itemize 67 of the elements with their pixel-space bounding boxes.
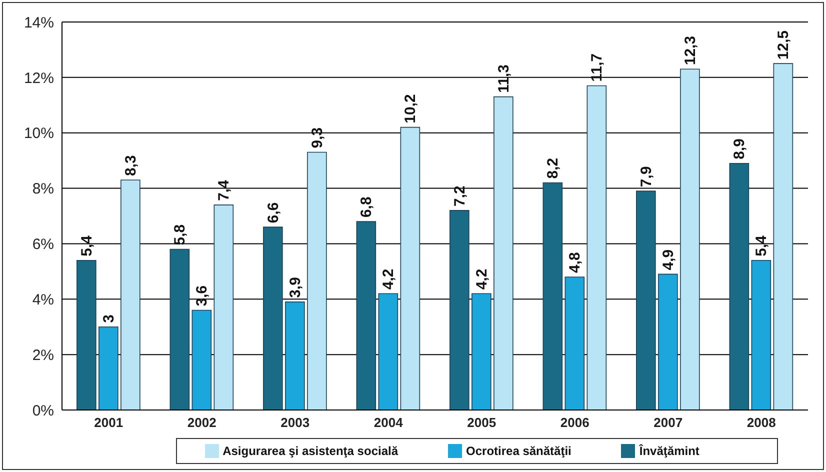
x-tick-label: 2002 [187, 415, 216, 430]
bar [773, 63, 794, 410]
data-label: 7,2 [451, 186, 468, 206]
data-label: 8,3 [122, 155, 140, 176]
data-label: 6,8 [358, 196, 376, 218]
bar [378, 293, 398, 410]
data-label: 12,3 [682, 36, 699, 66]
data-label: 4,2 [380, 268, 398, 290]
data-label: 4,8 [566, 252, 584, 273]
data-label: 9,3 [308, 127, 326, 148]
legend-label: Învăţămint [639, 444, 700, 458]
bar [76, 260, 96, 410]
x-tick-label: 2004 [374, 415, 404, 430]
data-label: 5,4 [78, 234, 96, 256]
data-label: 8,2 [544, 158, 562, 179]
x-tick-label: 2006 [560, 415, 590, 430]
data-label: 5,8 [172, 224, 189, 246]
bar [356, 221, 376, 410]
data-label: 3,9 [286, 277, 304, 298]
x-tick-label: 2001 [94, 415, 124, 430]
data-label: 3 [100, 314, 118, 323]
data-label: 5,4 [753, 234, 770, 256]
bar [192, 310, 212, 410]
data-label: 11,3 [495, 64, 512, 93]
y-tick-label: 6% [32, 236, 54, 254]
x-tick-label: 2008 [746, 415, 776, 430]
data-label: 10,2 [402, 94, 420, 124]
bar [729, 162, 750, 410]
data-label: 12,5 [775, 30, 792, 60]
y-tick-label: 2% [32, 346, 54, 364]
y-tick-label: 14% [24, 14, 54, 32]
bar [98, 326, 118, 410]
legend-label: Ocrotirea sănătăţii [466, 444, 572, 458]
bar [472, 293, 492, 410]
bar [450, 210, 470, 410]
bar [494, 96, 514, 410]
y-tick-label: 4% [32, 291, 54, 308]
y-tick-label: 8% [32, 180, 54, 198]
data-label: 7,4 [216, 179, 233, 201]
legend-label: Asigurarea şi asistenţa socială [222, 444, 398, 458]
y-tick-label: 12% [24, 70, 54, 87]
data-label: 3,6 [194, 285, 211, 306]
y-tick-label: 0% [32, 402, 54, 420]
bar [542, 182, 563, 410]
bar [636, 190, 656, 410]
bar [170, 248, 190, 410]
bar [400, 126, 420, 410]
bar [658, 274, 678, 410]
data-label: 8,9 [731, 138, 748, 160]
y-tick-label: 10% [24, 125, 54, 142]
bar [586, 85, 607, 410]
bar [680, 68, 700, 410]
bar [307, 152, 327, 410]
bar [564, 276, 585, 410]
x-tick-label: 2005 [467, 415, 496, 430]
data-label: 7,9 [638, 166, 655, 188]
data-label: 4,9 [660, 249, 677, 270]
bar [120, 180, 140, 410]
bar [214, 204, 234, 410]
data-label: 11,7 [588, 53, 606, 82]
x-tick-label: 2007 [654, 415, 683, 430]
bar [285, 302, 305, 410]
bar [751, 260, 772, 410]
bar [263, 226, 283, 410]
data-label: 4,2 [473, 268, 490, 290]
data-label: 6,6 [264, 202, 282, 224]
x-tick-label: 2003 [280, 415, 310, 430]
